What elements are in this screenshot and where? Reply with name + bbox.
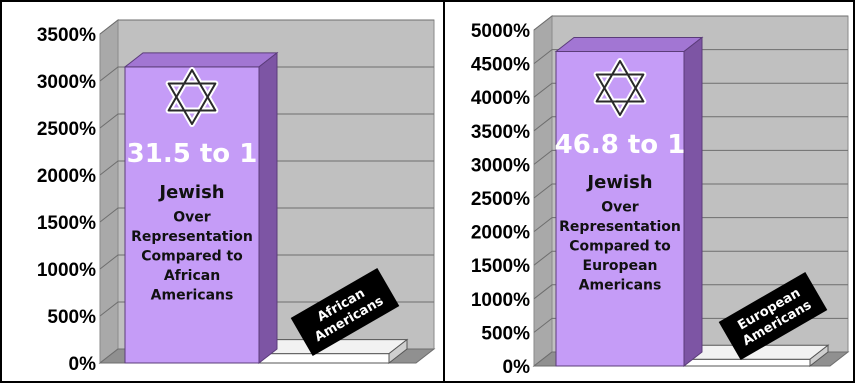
star-triangle-up: [595, 60, 645, 103]
bar-caption-line: Americans: [151, 288, 234, 304]
gridline: [533, 82, 848, 98]
ratio-label: 46.8 to 1: [555, 130, 686, 160]
bar-caption-line: Jewish: [585, 172, 652, 193]
bar-caption-line: European: [583, 258, 658, 274]
small-bar-label-box: [290, 267, 400, 357]
star-triangle-down: [167, 82, 217, 125]
gridline: [533, 250, 848, 266]
star-of-david-icon: [593, 58, 647, 118]
y-tick-label: 3000%: [471, 155, 530, 176]
small-bar-label-box: [718, 271, 828, 361]
bar-caption-line: Americans: [579, 278, 662, 294]
bar-caption-line: Representation: [131, 229, 253, 245]
small-bar-front: [258, 353, 390, 364]
chart-european-americans: 5000% 4500% 4000% 3500% 3000% 2500% 2000% 1500%…: [471, 14, 850, 378]
y-tick-label: 1000%: [37, 260, 96, 281]
y-tick-label: 4000%: [471, 88, 530, 109]
chart-african-americans: 3500% 3000% 2500% 2000% 1500% 1000% 500% 0% 31.5…: [37, 18, 436, 375]
bar-caption-line: Compared to: [569, 239, 671, 255]
y-tick-label: 3500%: [471, 122, 530, 143]
gridline: [533, 15, 848, 31]
main-bar-front: [124, 66, 260, 364]
gridline: [533, 49, 848, 64]
star-triangle-up: [167, 69, 217, 112]
y-tick-label: 2000%: [471, 223, 530, 244]
gridline: [533, 183, 848, 199]
gridline: [99, 113, 434, 129]
y-tick-label: 500%: [47, 307, 96, 328]
y-tick-label: 500%: [481, 323, 530, 344]
bar-caption-line: African: [164, 268, 220, 284]
y-tick-label: 5000%: [471, 21, 530, 42]
y-tick-label: 2000%: [37, 166, 96, 187]
bar-caption-line: Over: [173, 210, 211, 226]
main-bar-side: [258, 51, 278, 365]
small-bar-side: [809, 344, 829, 368]
y-tick-label: 3000%: [37, 72, 96, 93]
bar-caption-line: Representation: [559, 219, 681, 235]
y-tick-label: 1500%: [37, 213, 96, 234]
ratio-label: 31.5 to 1: [127, 139, 258, 169]
main-bar-top: [123, 52, 279, 68]
gridline: [533, 149, 848, 165]
main-bar-side: [683, 36, 703, 368]
side-wall: [99, 18, 119, 365]
gridline: [99, 254, 434, 270]
gridline: [99, 66, 434, 82]
y-tick-label: 3500%: [37, 25, 96, 46]
y-tick-label: 1500%: [471, 256, 530, 277]
y-tick-label: 0%: [503, 357, 531, 378]
y-tick-label: 4500%: [471, 55, 530, 76]
bar-caption-line: Compared to: [141, 249, 243, 265]
gridline: [99, 160, 434, 176]
gridline: [99, 207, 434, 223]
gridline: [99, 19, 434, 35]
main-bar-top: [554, 37, 704, 53]
small-bar-side: [388, 338, 408, 365]
gridline: [533, 284, 848, 300]
bar-caption-line: Over: [601, 200, 639, 216]
y-tick-label: 1000%: [471, 290, 530, 311]
y-tick-label: 2500%: [37, 119, 96, 140]
star-triangle-down: [595, 73, 645, 116]
star-of-david-icon: [165, 67, 219, 127]
y-tick-label: 2500%: [471, 189, 530, 210]
y-tick-label: 0%: [69, 354, 97, 375]
small-bar-front: [683, 358, 811, 367]
gridline: [533, 217, 848, 232]
gridline: [533, 116, 848, 132]
bar-caption-line: Jewish: [157, 182, 224, 203]
